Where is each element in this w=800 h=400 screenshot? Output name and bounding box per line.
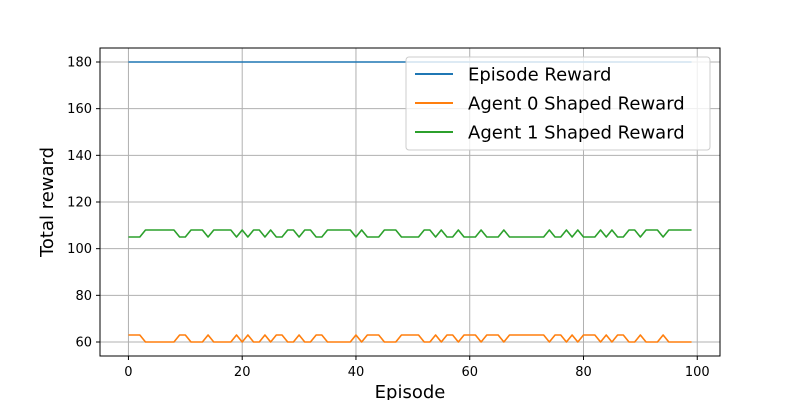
y-tick-label: 140 — [67, 149, 92, 164]
y-tick-label: 120 — [67, 196, 92, 211]
x-tick-label: 0 — [124, 365, 132, 380]
x-axis-label: Episode — [375, 382, 446, 400]
legend[interactable]: Episode Reward Agent 0 Shaped Reward Agent… — [405, 56, 711, 151]
series-line-2 — [128, 229, 692, 238]
y-tick-label: 160 — [67, 102, 92, 117]
legend-label-1: Agent 0 Shaped Reward — [468, 94, 685, 115]
x-axis-ticks: 0 20 40 60 80 100 — [124, 356, 710, 380]
y-axis-label: Total reward — [37, 147, 58, 258]
legend-label-2: Agent 1 Shaped Reward — [468, 123, 685, 144]
x-tick-label: 20 — [234, 365, 251, 380]
legend-label-0: Episode Reward — [468, 65, 611, 86]
x-tick-label: 80 — [575, 365, 592, 380]
series-line-1 — [128, 334, 692, 343]
x-tick-label: 100 — [685, 365, 710, 380]
y-tick-label: 100 — [67, 242, 92, 257]
y-axis-ticks: 60 80 100 120 140 160 180 — [67, 56, 100, 351]
y-tick-label: 80 — [75, 289, 92, 304]
x-tick-label: 60 — [461, 365, 478, 380]
x-tick-label: 40 — [348, 365, 365, 380]
y-tick-label: 60 — [75, 336, 92, 351]
legend-frame — [405, 56, 711, 151]
y-tick-label: 180 — [67, 56, 92, 71]
